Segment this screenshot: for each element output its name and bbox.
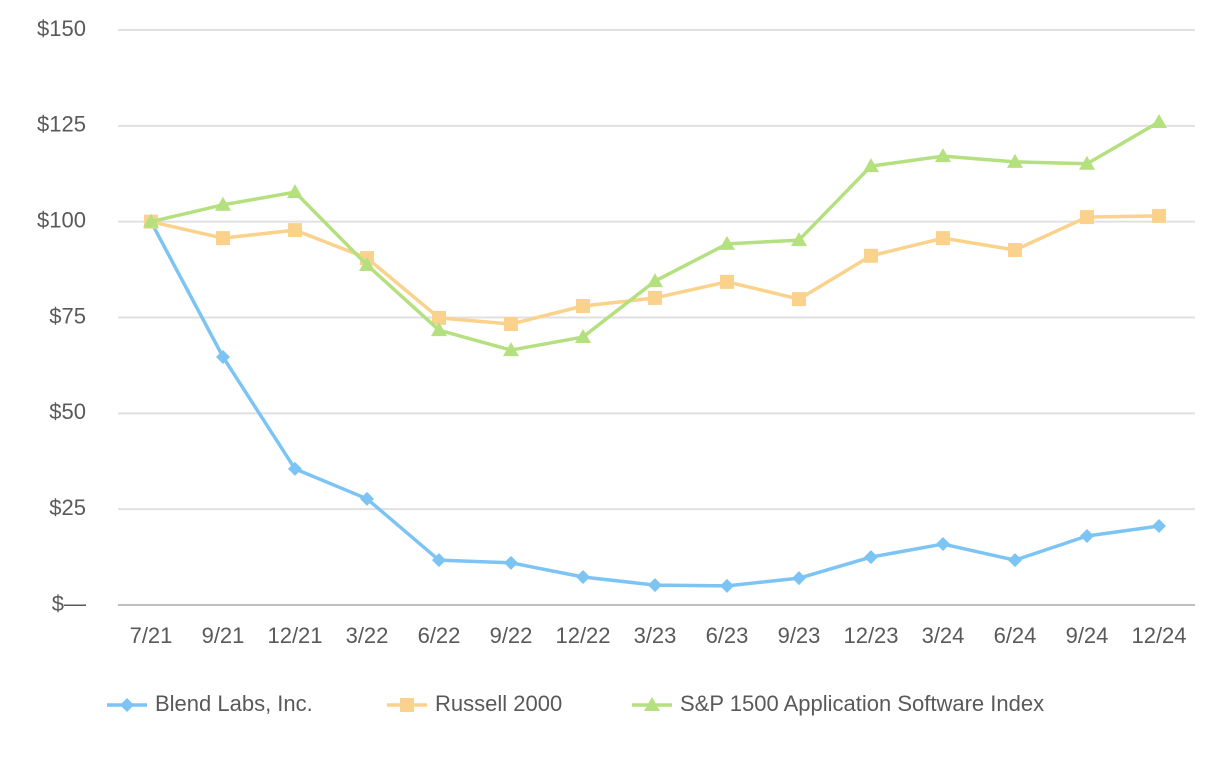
marker [935, 148, 951, 163]
x-tick-label: 7/21 [130, 623, 173, 648]
marker [1151, 114, 1167, 128]
legend-label: S&P 1500 Application Software Index [680, 691, 1044, 716]
x-tick-label: 12/24 [1131, 623, 1186, 648]
marker [431, 322, 447, 337]
marker [864, 550, 878, 565]
legend-label: Russell 2000 [435, 691, 562, 716]
marker [360, 491, 374, 506]
x-tick-label: 6/22 [418, 623, 461, 648]
marker [215, 196, 231, 211]
marker [791, 232, 807, 247]
marker [1080, 529, 1094, 543]
y-tick-label: $150 [37, 16, 86, 41]
marker [216, 349, 230, 364]
marker [1008, 243, 1022, 258]
marker [644, 697, 660, 711]
marker [576, 299, 590, 313]
y-tick-label: $— [52, 591, 86, 616]
marker [576, 570, 590, 585]
y-tick-label: $50 [49, 399, 86, 424]
marker [720, 274, 734, 289]
y-tick-label: $25 [49, 495, 86, 520]
marker [1079, 155, 1095, 170]
marker [1080, 210, 1094, 225]
y-tick-label: $100 [37, 207, 86, 232]
marker [504, 317, 518, 332]
marker [216, 231, 230, 246]
marker [1152, 519, 1166, 534]
marker [143, 213, 159, 228]
marker [432, 553, 446, 568]
series-line [150, 120, 1160, 352]
marker [288, 223, 302, 238]
x-tick-label: 12/21 [267, 623, 322, 648]
x-tick-label: 3/22 [346, 623, 389, 648]
marker [719, 235, 735, 250]
y-tick-label: $75 [49, 303, 86, 328]
marker [1007, 153, 1023, 168]
marker [1152, 208, 1166, 223]
marker [504, 555, 518, 570]
x-tick-label: 12/22 [555, 623, 610, 648]
marker [864, 248, 878, 263]
x-tick-label: 3/23 [634, 623, 677, 648]
marker [936, 537, 950, 552]
marker [863, 158, 879, 173]
marker [648, 578, 662, 593]
x-tick-label: 9/22 [490, 623, 533, 648]
marker [1008, 553, 1022, 568]
x-tick-label: 6/23 [706, 623, 749, 648]
marker [792, 292, 806, 307]
x-tick-label: 12/23 [843, 623, 898, 648]
marker [287, 184, 303, 199]
x-tick-label: 9/23 [778, 623, 821, 648]
marker [792, 571, 806, 586]
marker [288, 461, 302, 476]
marker [575, 329, 591, 344]
marker [120, 698, 134, 712]
x-tick-label: 9/21 [202, 623, 245, 648]
marker [648, 290, 662, 305]
legend-label: Blend Labs, Inc. [155, 691, 313, 716]
y-tick-label: $125 [37, 112, 86, 137]
x-tick-label: 6/24 [994, 623, 1037, 648]
x-tick-label: 3/24 [922, 623, 965, 648]
marker [503, 342, 519, 357]
series-line [150, 214, 1160, 326]
marker [359, 256, 375, 271]
marker [647, 273, 663, 288]
marker [720, 578, 734, 593]
marker [400, 698, 414, 712]
marker [936, 231, 950, 246]
x-tick-label: 9/24 [1066, 623, 1109, 648]
marker [432, 310, 446, 325]
